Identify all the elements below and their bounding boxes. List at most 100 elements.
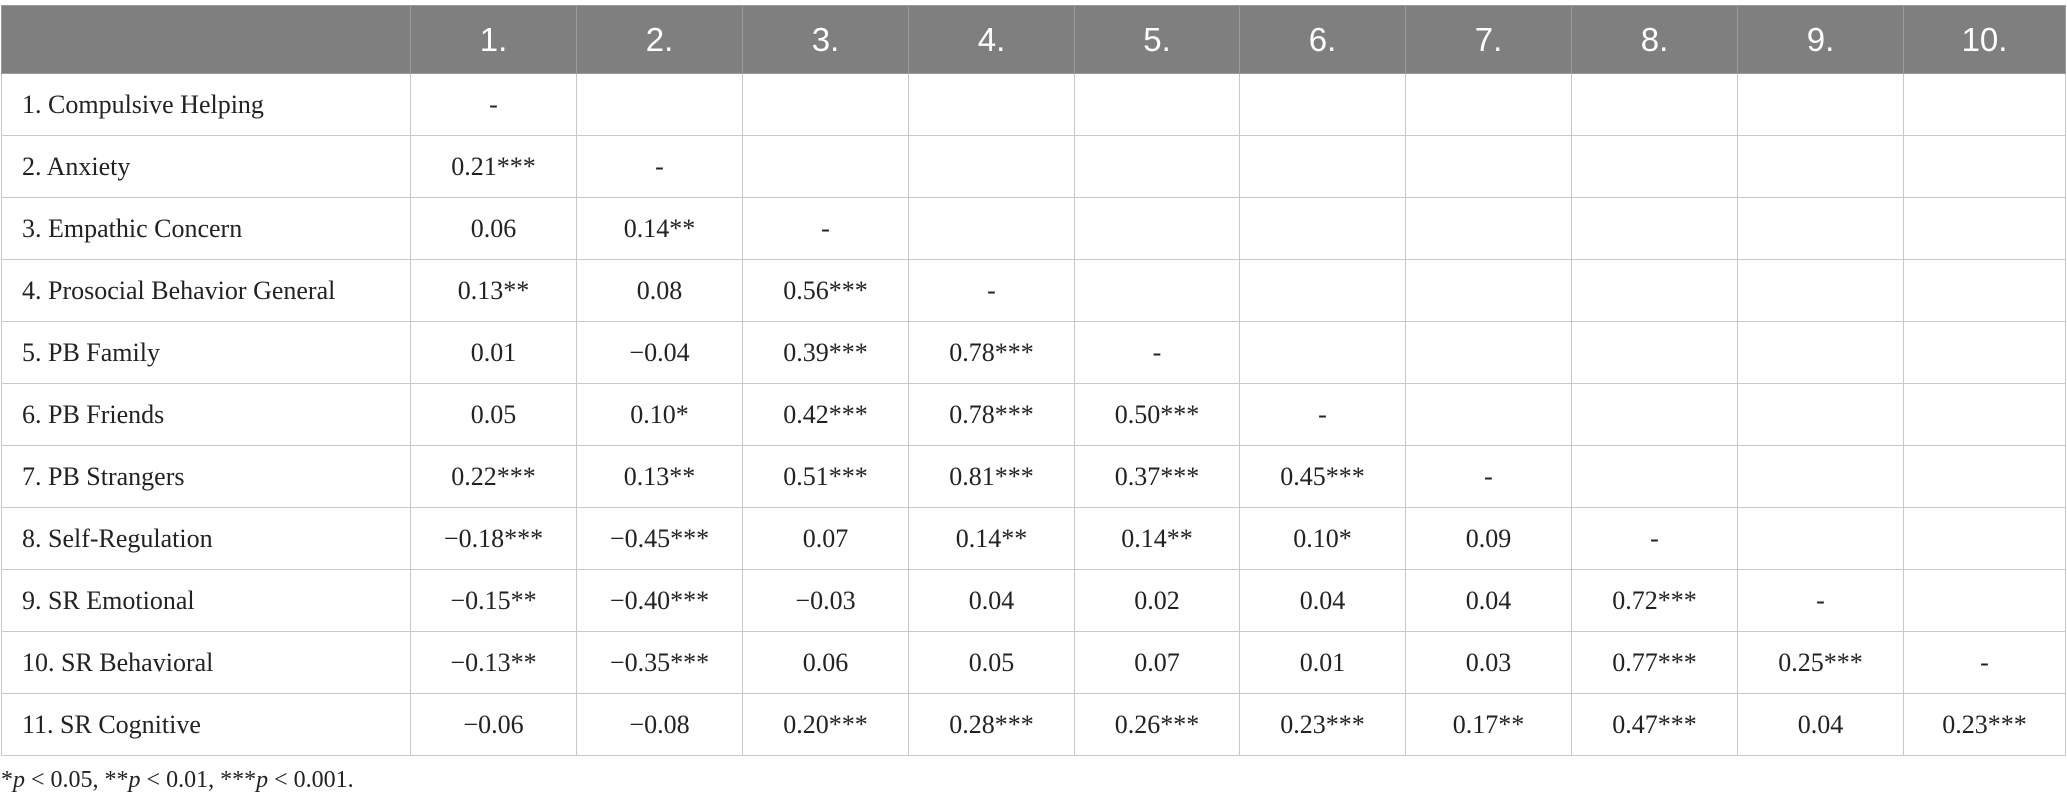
table-cell (1239, 73, 1406, 136)
footnote-segment: p (256, 767, 269, 793)
table-cell: 0.06 (410, 197, 577, 260)
table-cell: 0.09 (1405, 507, 1572, 570)
table-cell (1571, 135, 1738, 198)
table-cell (908, 73, 1075, 136)
table-cell: 0.22*** (410, 445, 577, 508)
table-cell (1405, 135, 1572, 198)
table-cell: −0.35*** (576, 631, 743, 694)
column-header-10: 10. (1903, 5, 2066, 74)
table-cell: 0.05 (908, 631, 1075, 694)
table-cell: - (1737, 569, 1904, 632)
table-cell (1074, 73, 1240, 136)
row-label: 4. Prosocial Behavior General (1, 259, 411, 322)
table-cell (1737, 383, 1904, 446)
table-cell (1239, 259, 1406, 322)
table-cell (1737, 321, 1904, 384)
table-cell (1903, 321, 2066, 384)
table-cell (1405, 197, 1572, 260)
table-cell: - (576, 135, 743, 198)
table-cell: 0.08 (576, 259, 743, 322)
table-cell (1737, 259, 1904, 322)
table-cell: 0.28*** (908, 693, 1075, 756)
table-cell (1239, 197, 1406, 260)
table-cell (1903, 383, 2066, 446)
table-cell (1903, 259, 2066, 322)
table-cell (1737, 73, 1904, 136)
row-label: 3. Empathic Concern (1, 197, 411, 260)
table-row: 5. PB Family 0.01 −0.04 0.39*** 0.78*** - (1, 321, 2066, 384)
column-header-1: 1. (410, 5, 577, 74)
correlation-table: 1. 2. 3. 4. 5. 6. 7. 8. 9. 10. 1. Compulsive Help… (1, 5, 2066, 756)
row-label: 1. Compulsive Helping (1, 73, 411, 136)
table-cell (1737, 135, 1904, 198)
column-header-5: 5. (1074, 5, 1240, 74)
table-cell: 0.81*** (908, 445, 1075, 508)
table-cell: 0.01 (1239, 631, 1406, 694)
table-cell (1074, 259, 1240, 322)
row-label: 10. SR Behavioral (1, 631, 411, 694)
header-corner-cell (1, 5, 411, 74)
table-cell: 0.04 (908, 569, 1075, 632)
table-cell: −0.40*** (576, 569, 743, 632)
footnote-segment: < 0.01, *** (140, 767, 257, 793)
table-cell: 0.56*** (742, 259, 909, 322)
table-cell (1405, 259, 1572, 322)
table-cell (1405, 321, 1572, 384)
column-header-7: 7. (1405, 5, 1572, 74)
table-cell (1239, 321, 1406, 384)
table-cell: 0.77*** (1571, 631, 1738, 694)
table-cell: 0.04 (1239, 569, 1406, 632)
table-cell: −0.18*** (410, 507, 577, 570)
column-header-9: 9. (1737, 5, 1904, 74)
table-cell: - (1571, 507, 1738, 570)
table-cell: 0.10* (1239, 507, 1406, 570)
table-cell (1903, 197, 2066, 260)
table-cell (1903, 73, 2066, 136)
table-row: 4. Prosocial Behavior General 0.13** 0.08 0… (1, 259, 2066, 322)
table-cell: −0.03 (742, 569, 909, 632)
table-cell: 0.20*** (742, 693, 909, 756)
table-cell: 0.14** (576, 197, 743, 260)
row-label: 5. PB Family (1, 321, 411, 384)
table-cell: 0.78*** (908, 321, 1075, 384)
table-cell: 0.50*** (1074, 383, 1240, 446)
row-label: 8. Self-Regulation (1, 507, 411, 570)
table-row: 8. Self-Regulation −0.18*** −0.45*** 0.07 0.… (1, 507, 2066, 570)
table-cell (1571, 321, 1738, 384)
table-cell: 0.23*** (1239, 693, 1406, 756)
table-cell: 0.02 (1074, 569, 1240, 632)
table-cell: 0.78*** (908, 383, 1075, 446)
table-cell (1571, 383, 1738, 446)
table-cell (1571, 259, 1738, 322)
table-cell: 0.39*** (742, 321, 909, 384)
table-cell: 0.37*** (1074, 445, 1240, 508)
table-cell (1074, 135, 1240, 198)
table-cell: 0.05 (410, 383, 577, 446)
table-cell: 0.14** (908, 507, 1075, 570)
table-cell: −0.45*** (576, 507, 743, 570)
table-cell: 0.26*** (1074, 693, 1240, 756)
table-cell: 0.03 (1405, 631, 1572, 694)
row-label: 2. Anxiety (1, 135, 411, 198)
table-cell: −0.08 (576, 693, 743, 756)
table-row: 6. PB Friends 0.05 0.10* 0.42*** 0.78*** 0.50… (1, 383, 2066, 446)
table-body: 1. Compulsive Helping -2. Anxiety 0.21*** -… (1, 73, 2066, 756)
table-cell: 0.23*** (1903, 693, 2066, 756)
table-cell (1074, 197, 1240, 260)
table-cell (908, 197, 1075, 260)
table-cell (1571, 197, 1738, 260)
table-cell (908, 135, 1075, 198)
footnote-segment: < 0.001. (268, 767, 354, 793)
table-cell: 0.07 (742, 507, 909, 570)
table-row: 7. PB Strangers 0.22*** 0.13** 0.51*** 0.81*… (1, 445, 2066, 508)
table-cell: 0.45*** (1239, 445, 1406, 508)
table-cell: 0.07 (1074, 631, 1240, 694)
table-cell: - (1405, 445, 1572, 508)
table-row: 10. SR Behavioral −0.13** −0.35*** 0.06 0.05… (1, 631, 2066, 694)
table-cell: - (410, 73, 577, 136)
table-cell: - (908, 259, 1075, 322)
significance-footnote: *p < 0.05, **p < 0.01, ***p < 0.001. (1, 767, 354, 794)
table-cell (1737, 197, 1904, 260)
table-cell: - (742, 197, 909, 260)
